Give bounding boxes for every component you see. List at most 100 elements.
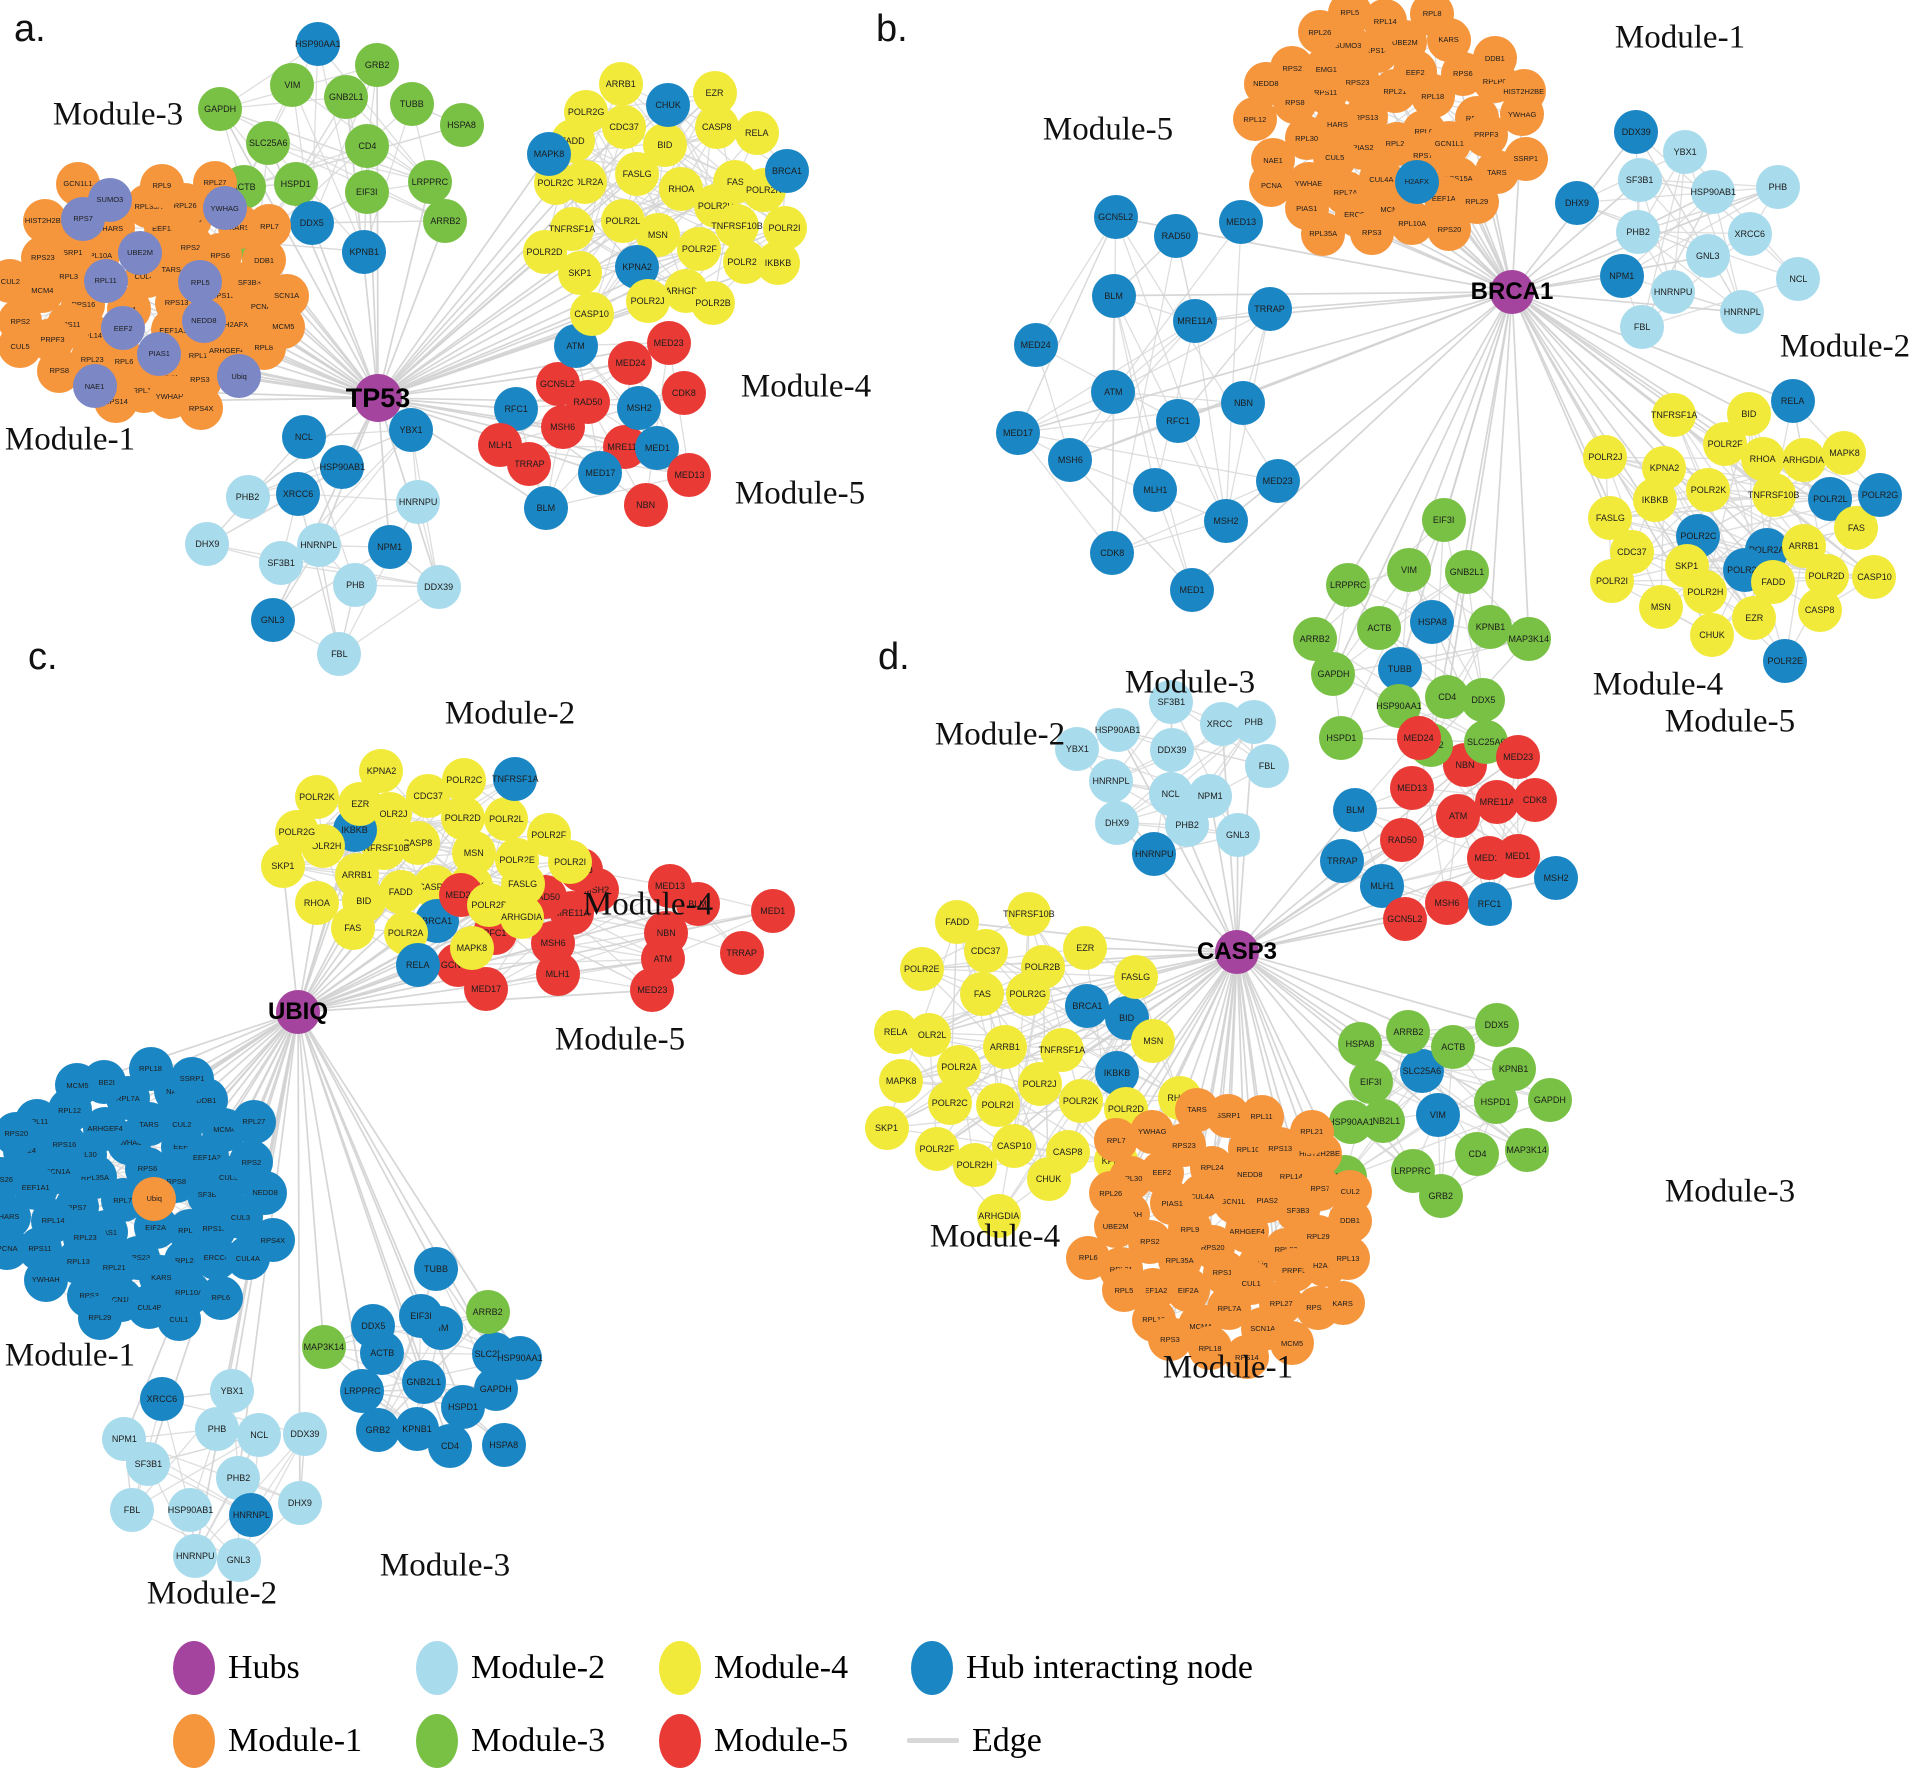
node-chuk[interactable]: CHUK [1026, 1156, 1071, 1201]
node-fas[interactable]: FAS [330, 905, 375, 950]
node-tubb[interactable]: TUBB [389, 82, 434, 127]
node-eif3i[interactable]: EIF3I [1421, 498, 1466, 543]
node-eif3i[interactable]: EIF3I [1348, 1059, 1393, 1104]
node-skp1[interactable]: SKP1 [864, 1105, 909, 1150]
node-med13[interactable]: MED13 [1219, 200, 1264, 245]
node-hsp90aa1[interactable]: HSP90AA1 [295, 22, 341, 67]
node-polr2b[interactable]: POLR2B [690, 280, 735, 325]
node-lrpprc[interactable]: LRPPRC [407, 160, 452, 205]
node-hnrnpu[interactable]: HNRNPU [396, 479, 441, 524]
node-arrb1[interactable]: ARRB1 [598, 62, 643, 107]
node-gnl3[interactable]: GNL3 [250, 598, 295, 643]
node-gnb2l1[interactable]: GNB2L1 [1444, 549, 1489, 594]
node-gnb2l1[interactable]: GNB2L1 [401, 1360, 446, 1405]
node-med17[interactable]: MED17 [578, 450, 623, 495]
node-lrpprc[interactable]: LRPPRC [1326, 562, 1371, 607]
node-rad50[interactable]: RAD50 [1154, 214, 1199, 259]
node-dhx9[interactable]: DHX9 [1095, 800, 1140, 845]
node-arhgdia[interactable]: ARHGDIA [1781, 437, 1826, 482]
node-hnrnpl[interactable]: HNRNPL [296, 523, 341, 568]
node-hnrnpu[interactable]: HNRNPU [1651, 269, 1696, 314]
node-rpl18[interactable]: RPL18 [1188, 1326, 1233, 1371]
node-atm[interactable]: ATM [1436, 794, 1481, 839]
node-ddx39[interactable]: DDX39 [1149, 728, 1194, 773]
node-bid[interactable]: BID [1726, 391, 1771, 436]
node-sumo3[interactable]: SUMO3 [87, 177, 132, 222]
node-rpl21[interactable]: RPL21 [1289, 1109, 1334, 1154]
node-xrcc6[interactable]: XRCC6 [275, 471, 320, 516]
node-h2afx[interactable]: H2AFX [1394, 159, 1439, 204]
node-blm[interactable]: BLM [523, 485, 568, 530]
node-dhx9[interactable]: DHX9 [277, 1480, 322, 1525]
node-rpl18[interactable]: RPL18 [128, 1046, 173, 1091]
node-fbl[interactable]: FBL [110, 1487, 155, 1532]
node-med23[interactable]: MED23 [1496, 735, 1541, 780]
node-fbl[interactable]: FBL [1620, 304, 1665, 349]
node-phb[interactable]: PHB [1231, 700, 1276, 745]
node-rpl35a[interactable]: RPL35A [1301, 211, 1346, 256]
node-grb2[interactable]: GRB2 [1418, 1174, 1463, 1219]
node-sf3b1[interactable]: SF3B1 [1617, 157, 1662, 202]
node-gnl3[interactable]: GNL3 [1685, 234, 1730, 279]
node-polr2b[interactable]: POLR2B [1020, 945, 1065, 990]
node-gapdh[interactable]: GAPDH [1527, 1077, 1572, 1122]
node-kpnb1[interactable]: KPNB1 [342, 229, 387, 274]
node-casp10[interactable]: CASP10 [569, 291, 614, 336]
node-tnfrsf1a[interactable]: TNFRSF1A [1039, 1028, 1085, 1073]
node-dhx9[interactable]: DHX9 [1554, 180, 1599, 225]
node-ssrp1[interactable]: SSRP1 [1503, 136, 1548, 181]
node-gnl3[interactable]: GNL3 [1215, 813, 1260, 858]
node-chuk[interactable]: CHUK [646, 82, 691, 127]
node-rpl6[interactable]: RPL6 [198, 1275, 243, 1320]
node-phb[interactable]: PHB [195, 1406, 240, 1451]
node-ddx5[interactable]: DDX5 [351, 1303, 396, 1348]
node-med23[interactable]: MED23 [1255, 458, 1300, 503]
node-ikbkb[interactable]: IKBKB [756, 240, 800, 285]
node-cdc37[interactable]: CDC37 [602, 104, 647, 149]
node-blm[interactable]: BLM [1091, 273, 1136, 318]
node-ncl[interactable]: NCL [281, 414, 326, 459]
node-phb2[interactable]: PHB2 [225, 474, 270, 519]
node-mlh1[interactable]: MLH1 [478, 422, 523, 467]
node-trrap[interactable]: TRRAP [1320, 838, 1365, 883]
node-npm1[interactable]: NPM1 [1599, 253, 1644, 298]
node-nedd8[interactable]: NEDD8 [181, 298, 226, 343]
node-ube2m[interactable]: UBE2M [118, 230, 163, 275]
node-hspd1[interactable]: HSPD1 [273, 161, 318, 206]
node-polr2g[interactable]: POLR2G [1858, 472, 1903, 517]
node-ddx39[interactable]: DDX39 [416, 564, 461, 609]
node-rela[interactable]: RELA [395, 943, 440, 988]
node-med1[interactable]: MED1 [1495, 833, 1540, 878]
node-rps3[interactable]: RPS3 [1349, 210, 1394, 255]
node-polr2i[interactable]: POLR2I [975, 1083, 1020, 1128]
node-rps4x[interactable]: RPS4X [250, 1218, 295, 1263]
node-arrb2[interactable]: ARRB2 [1386, 1009, 1431, 1054]
node-gcn5l2[interactable]: GCN5L2 [535, 362, 580, 407]
node-trrap[interactable]: TRRAP [1247, 287, 1292, 332]
node-med1[interactable]: MED1 [750, 889, 795, 934]
node-polr2e[interactable]: POLR2E [1763, 639, 1808, 684]
node-polr2h[interactable]: POLR2H [952, 1142, 997, 1187]
node-ddx5[interactable]: DDX5 [289, 200, 334, 245]
node-mapk8[interactable]: MAPK8 [449, 925, 494, 970]
node-med1[interactable]: MED1 [1170, 567, 1215, 612]
node-atm[interactable]: ATM [1091, 369, 1136, 414]
node-ddx39[interactable]: DDX39 [282, 1412, 327, 1457]
node-cd4[interactable]: CD4 [345, 123, 390, 168]
node-rpl11[interactable]: RPL11 [1239, 1094, 1284, 1139]
node-casp8[interactable]: CASP8 [1797, 587, 1842, 632]
node-mcm5[interactable]: MCM5 [261, 304, 306, 349]
hub-tp53[interactable]: TP53 [346, 374, 410, 422]
node-ywhah[interactable]: YWHAH [23, 1257, 68, 1302]
node-hspa8[interactable]: HSPA8 [481, 1422, 526, 1467]
node-rela[interactable]: RELA [1770, 379, 1815, 424]
node-polr2g[interactable]: POLR2G [564, 90, 609, 135]
node-kpnb1[interactable]: KPNB1 [1491, 1046, 1536, 1091]
node-trrap[interactable]: TRRAP [719, 930, 764, 975]
node-hsp90aa1[interactable]: HSP90AA1 [497, 1336, 543, 1381]
node-mapk8[interactable]: MAPK8 [879, 1058, 924, 1103]
node-rpl13[interactable]: RPL13 [1325, 1236, 1370, 1281]
node-fbl[interactable]: FBL [1245, 743, 1289, 788]
node-mre11a[interactable]: MRE11A [1172, 299, 1217, 344]
node-rpl27[interactable]: RPL27 [231, 1099, 276, 1144]
